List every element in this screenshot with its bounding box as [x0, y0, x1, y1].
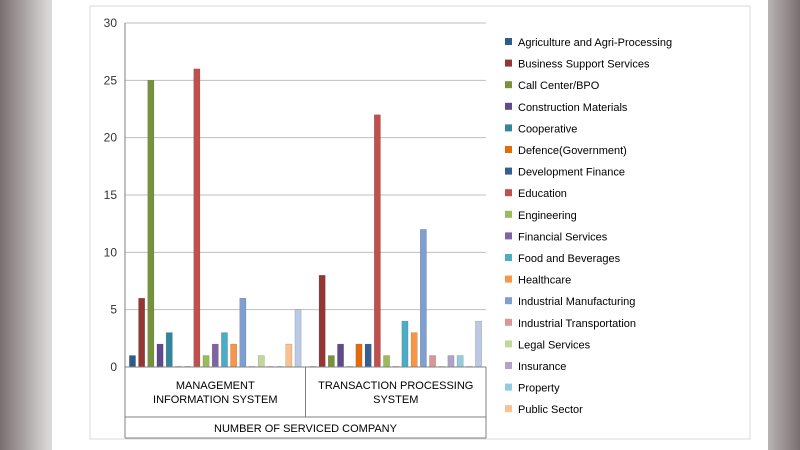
chart-frame: 0 5 10 15 20 25 30 MANAGEMENT INFORMATION SYSTE… — [52, 0, 768, 450]
y-tick-label-5: 5 — [110, 303, 117, 317]
x-axis-title: NUMBER OF SERVICED COMPANY — [214, 423, 398, 435]
bar-1-13 — [429, 355, 436, 368]
legend-swatch-16 — [505, 383, 512, 391]
legend-swatch-9 — [505, 232, 512, 240]
bar-1-10 — [401, 320, 409, 368]
legend-label-4: Cooperative — [518, 123, 577, 135]
legend-label-6: Development Finance — [518, 167, 625, 179]
legend-label-16: Property — [518, 383, 560, 395]
legend-swatch-4 — [505, 124, 512, 132]
chart-border — [89, 5, 751, 440]
legend-label-17: Public Sector — [518, 404, 583, 416]
y-axis-ticks: 0 5 10 15 20 25 30 — [104, 16, 118, 374]
legend-label-13: Industrial Transportation — [518, 318, 636, 330]
legend-swatch-7 — [505, 189, 512, 197]
legend-label-2: Call Center/BPO — [518, 80, 600, 92]
bar-0-10 — [221, 332, 228, 368]
legend-label-11: Healthcare — [518, 275, 571, 287]
bar-1-3 — [337, 343, 344, 368]
legend-swatch-3 — [505, 102, 512, 110]
y-tick-label-10: 10 — [104, 245, 118, 259]
bar-0-14 — [257, 355, 265, 368]
bar-chart: 0 5 10 15 20 25 30 MANAGEMENT INFORMATION SYSTE… — [89, 5, 751, 440]
y-tick-label-15: 15 — [104, 188, 118, 202]
legend-swatch-6 — [505, 167, 512, 175]
category-label-1-0: TRANSACTION PROCESSING — [318, 380, 473, 392]
legend: Agriculture and Agri-Processing Business … — [505, 37, 672, 416]
bar-0-7 — [193, 68, 201, 368]
legend-label-8: Engineering — [518, 210, 577, 222]
bar-1-7 — [374, 114, 381, 368]
legend-swatch-8 — [505, 210, 512, 218]
bar-0-12 — [239, 297, 247, 368]
axes — [89, 5, 751, 440]
bar-1-2 — [328, 355, 335, 368]
legend-swatch-10 — [505, 254, 512, 261]
bar-0-4 — [165, 332, 173, 368]
y-tick-label-0: 0 — [110, 360, 117, 374]
bar-0-17 — [285, 343, 293, 368]
legend-swatch-12 — [505, 297, 512, 305]
bar-0-8 — [202, 355, 210, 368]
bar-1-11 — [410, 332, 418, 368]
y-tick-label-30: 30 — [104, 16, 118, 30]
bar-1-18 — [475, 320, 482, 368]
bar-0-11 — [230, 343, 238, 368]
bar-0-1 — [138, 297, 146, 368]
legend-label-1: Business Support Services — [518, 59, 650, 71]
legend-swatch-14 — [505, 340, 512, 348]
category-label-1-1: SYSTEM — [373, 394, 418, 406]
legend-swatch-0 — [505, 38, 512, 45]
category-label-0-0: MANAGEMENT — [176, 380, 255, 392]
legend-swatch-17 — [505, 405, 512, 413]
bar-1-1 — [318, 275, 326, 368]
bar-0-9 — [211, 343, 219, 368]
legend-swatch-11 — [505, 275, 512, 283]
legend-swatch-2 — [505, 81, 512, 89]
category-labels: MANAGEMENT INFORMATION SYSTEM TRANSACTION … — [153, 380, 473, 406]
legend-label-5: Defence(Government) — [518, 145, 627, 157]
legend-label-12: Industrial Manufacturing — [518, 296, 635, 308]
bar-1-8 — [383, 355, 390, 368]
bar-0-18 — [294, 309, 302, 368]
bar-0-3 — [156, 343, 164, 368]
legend-label-10: Food and Beverages — [518, 253, 621, 265]
legend-label-7: Education — [518, 188, 567, 200]
bar-1-6 — [364, 343, 372, 368]
legend-swatch-13 — [505, 318, 512, 326]
legend-label-15: Insurance — [518, 361, 566, 373]
legend-label-0: Agriculture and Agri-Processing — [518, 37, 672, 49]
legend-label-3: Construction Materials — [518, 102, 628, 114]
y-tick-label-25: 25 — [104, 73, 118, 87]
bar-0-0 — [129, 355, 136, 368]
bar-1-16 — [456, 355, 464, 368]
bar-1-5 — [355, 343, 363, 368]
y-tick-label-20: 20 — [104, 131, 118, 145]
category-label-0-1: INFORMATION SYSTEM — [153, 394, 277, 406]
legend-label-9: Financial Services — [518, 231, 608, 243]
legend-label-14: Legal Services — [518, 339, 591, 351]
bar-0-2 — [147, 80, 155, 368]
legend-swatch-1 — [505, 59, 512, 67]
bars — [129, 68, 482, 368]
legend-swatch-15 — [505, 362, 512, 369]
bar-1-15 — [447, 355, 455, 368]
bar-1-12 — [420, 229, 427, 368]
gridlines — [125, 22, 486, 368]
legend-swatch-5 — [505, 146, 512, 153]
